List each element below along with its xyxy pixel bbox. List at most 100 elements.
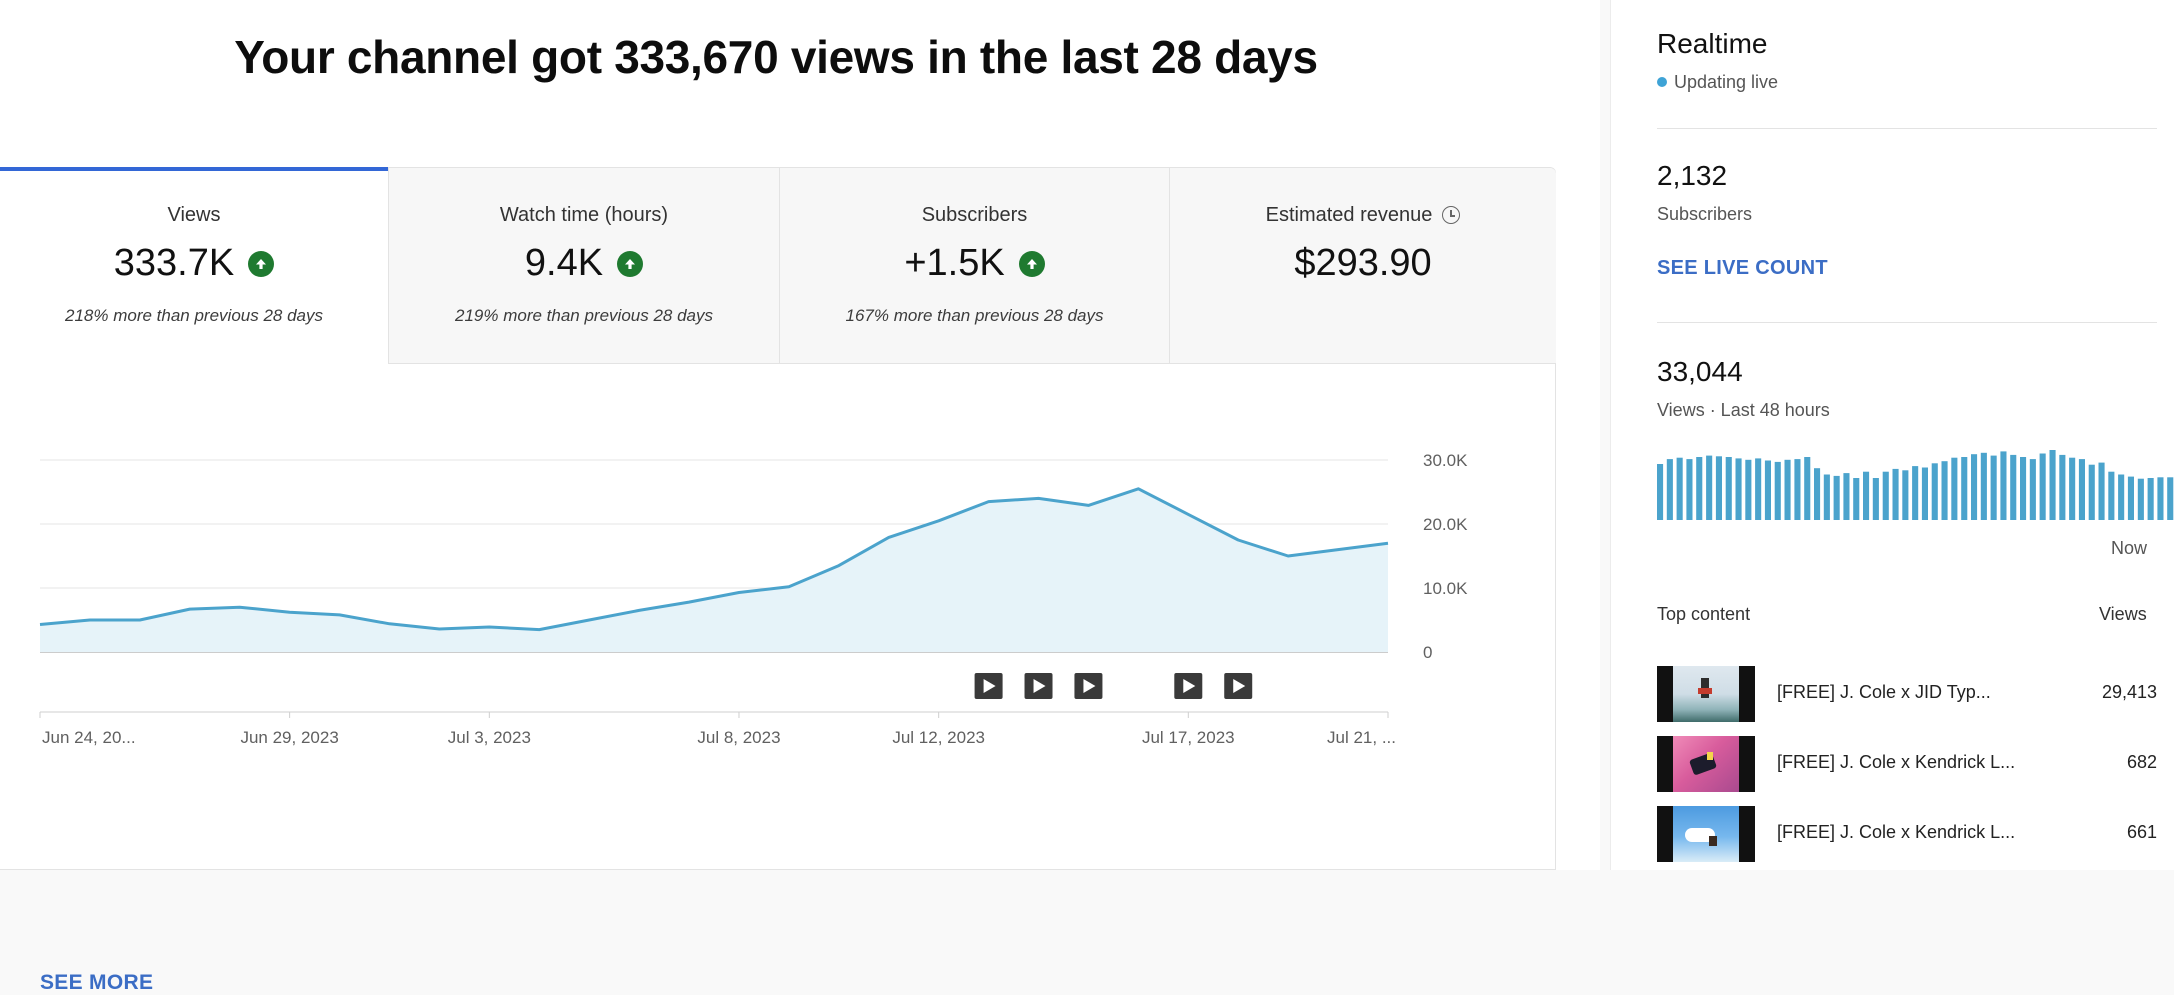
realtime-bar <box>1853 478 1860 520</box>
realtime-bar <box>1872 478 1879 520</box>
realtime-bar <box>1833 475 1840 520</box>
realtime-bar <box>2010 454 2017 520</box>
realtime-bar <box>2029 459 2036 520</box>
realtime-bar <box>1961 457 1968 520</box>
realtime-views-value: 33,044 <box>1657 356 1743 387</box>
realtime-bar <box>1696 457 1703 520</box>
see-more-link[interactable]: SEE MORE <box>40 971 154 994</box>
realtime-bar <box>1686 459 1693 520</box>
x-tick-label: Jul 12, 2023 <box>892 728 985 747</box>
video-title: [FREE] J. Cole x Kendrick L... <box>1777 822 2016 842</box>
analytics-overview: Your channel got 333,670 views in the la… <box>0 31 1556 994</box>
realtime-bar <box>2078 459 2085 520</box>
realtime-status-text: Updating live <box>1674 72 1779 92</box>
tab-estimated-revenue[interactable]: Estimated revenue $293.90 <box>1170 168 1556 364</box>
realtime-bar <box>1715 456 1722 520</box>
tab-watch-time[interactable]: Watch time (hours) 9.4K 219% more than p… <box>389 168 780 364</box>
tab-views-value-row: 333.7K <box>0 242 388 285</box>
realtime-bar <box>1951 457 1958 520</box>
tab-views-note: 218% more than previous 28 days <box>65 306 323 325</box>
realtime-bar <box>1784 459 1791 520</box>
trend-up-icon <box>1018 250 1045 277</box>
realtime-bar <box>2049 450 2056 520</box>
realtime-bar <box>2147 478 2154 520</box>
views-line-chart: 30.0K 20.0K 10.0K 0 Jun 24, 20... Jun 29, 202… <box>39 451 1468 747</box>
tab-subscribers-value: +1.5K <box>904 242 1005 284</box>
tab-watch-time-value: 9.4K <box>524 242 604 284</box>
realtime-bar <box>2088 464 2095 520</box>
x-tick-label: Jul 21, ... <box>1327 728 1396 747</box>
video-thumbnail <box>1657 806 1755 862</box>
views-line <box>39 487 1389 632</box>
top-content-item[interactable]: [FREE] J. Cole x JID Typ... 29,413 <box>1657 666 2174 722</box>
tab-subscribers[interactable]: Subscribers +1.5K 167% more than previou… <box>780 168 1170 364</box>
realtime-now-label: Now <box>2111 538 2148 558</box>
realtime-bar <box>1931 463 1938 520</box>
tab-watch-time-note: 219% more than previous 28 days <box>455 306 713 325</box>
realtime-bar <box>2118 474 2125 520</box>
realtime-bar <box>1745 459 1752 520</box>
realtime-bar <box>1725 457 1732 520</box>
realtime-bar <box>2098 462 2105 520</box>
realtime-bar <box>1990 455 1997 520</box>
x-tick-label: Jul 3, 2023 <box>448 728 531 747</box>
realtime-bar <box>2059 454 2066 520</box>
play-icon <box>1183 679 1196 693</box>
tab-revenue-value-row: $293.90 <box>1170 242 1556 285</box>
metrics-card: Views 333.7K 218% more than previous 28 … <box>0 167 1556 994</box>
realtime-bar <box>1676 457 1683 520</box>
video-views: 29,413 <box>2101 682 2157 702</box>
realtime-bar <box>1971 454 1978 520</box>
realtime-bar <box>1882 471 1889 520</box>
top-content-label: Top content <box>1657 604 1751 624</box>
x-tick-label: Jul 8, 2023 <box>697 728 780 747</box>
realtime-title: Realtime <box>1657 28 1768 59</box>
realtime-bar <box>1921 467 1928 520</box>
divider <box>1657 322 2157 323</box>
realtime-bar <box>1941 461 1948 520</box>
realtime-bar <box>1843 473 1850 520</box>
top-content-item[interactable]: [FREE] J. Cole x Kendrick L... 661 <box>1657 806 2174 862</box>
play-icon <box>1083 679 1096 693</box>
realtime-bar <box>1912 466 1919 520</box>
views-area <box>40 488 1388 652</box>
realtime-bar <box>2137 478 2144 520</box>
video-title: [FREE] J. Cole x Kendrick L... <box>1777 752 2016 772</box>
realtime-bar <box>2108 471 2115 520</box>
realtime-bar <box>1823 474 1830 520</box>
video-views: 682 <box>2126 752 2157 772</box>
realtime-bar <box>1892 468 1899 520</box>
tab-views-label: Views <box>167 204 221 226</box>
realtime-status: Updating live <box>1657 72 1778 93</box>
play-icon <box>1033 679 1046 693</box>
realtime-bar <box>2000 451 2007 520</box>
tab-subscribers-label: Subscribers <box>921 204 1028 226</box>
tab-watch-time-label: Watch time (hours) <box>499 204 669 226</box>
trend-up-icon <box>617 250 644 277</box>
divider <box>1657 128 2157 129</box>
y-tick-label: 30.0K <box>1423 451 1468 470</box>
realtime-panel: Realtime Updating live 2,132 Subscribers… <box>1610 0 2174 870</box>
views-column-label: Views <box>2099 604 2147 624</box>
tab-revenue-label: Estimated revenue <box>1265 204 1433 226</box>
realtime-bar <box>1902 470 1909 520</box>
tab-views[interactable]: Views 333.7K 218% more than previous 28 … <box>0 167 389 364</box>
tab-revenue-value: $293.90 <box>1294 242 1432 284</box>
see-live-count-link[interactable]: SEE LIVE COUNT <box>1657 257 1828 279</box>
realtime-bar <box>2157 477 2164 520</box>
top-content-item[interactable]: [FREE] J. Cole x Kendrick L... 682 <box>1657 736 2174 792</box>
tab-subscribers-note: 167% more than previous 28 days <box>845 306 1104 325</box>
realtime-bar <box>1735 458 1742 520</box>
video-views: 661 <box>2126 822 2157 842</box>
x-tick-label: Jun 24, 20... <box>42 728 136 747</box>
realtime-bar <box>1814 468 1821 520</box>
realtime-bar <box>2167 477 2174 520</box>
realtime-views-label: Views · Last 48 hours <box>1657 400 1830 420</box>
realtime-bar <box>1794 459 1801 520</box>
realtime-bar <box>1706 455 1713 520</box>
tab-views-value: 333.7K <box>113 242 235 284</box>
realtime-bar <box>2069 457 2076 520</box>
realtime-bar <box>2039 453 2046 520</box>
play-icon <box>1233 679 1246 693</box>
tab-subscribers-value-row: +1.5K <box>780 242 1169 285</box>
